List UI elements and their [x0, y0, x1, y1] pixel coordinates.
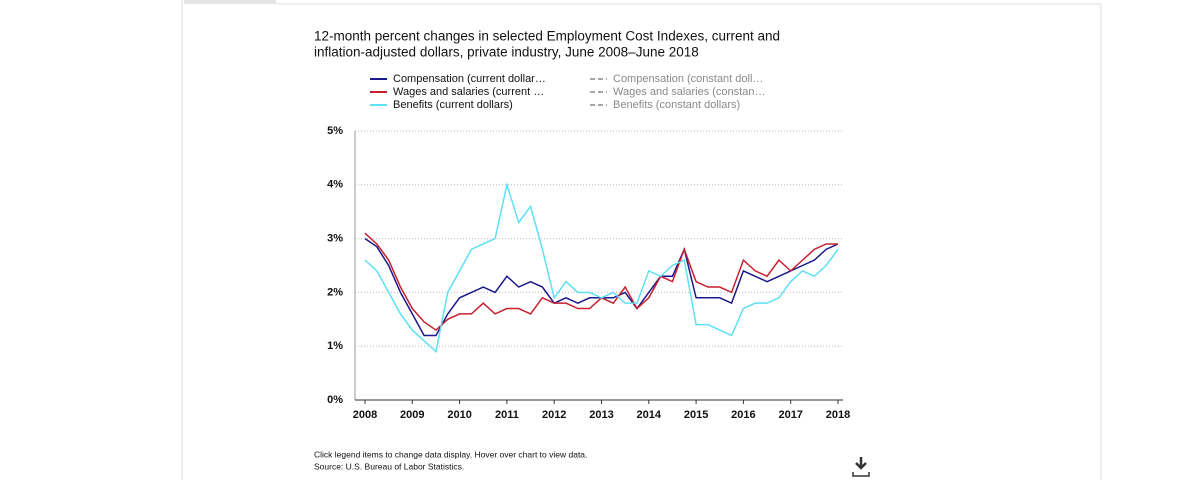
- y-tick-label: 4%: [327, 179, 343, 191]
- x-tick-label: 2008: [353, 409, 377, 421]
- tab: [184, 0, 276, 4]
- download-icon[interactable]: [852, 457, 870, 477]
- y-tick-label: 2%: [327, 286, 343, 298]
- x-tick-label: 2011: [495, 409, 519, 421]
- legend-label[interactable]: Compensation (current dollar…: [393, 73, 546, 85]
- legend-label[interactable]: Benefits (current dollars): [393, 99, 513, 111]
- chart-title: inflation-adjusted dollars, private indu…: [314, 45, 699, 60]
- x-tick-label: 2015: [684, 409, 708, 421]
- x-tick-label: 2013: [589, 409, 613, 421]
- note: Source: U.S. Bureau of Labor Statistics.: [314, 461, 464, 471]
- download-tray[interactable]: [852, 472, 870, 477]
- x-tick-label: 2010: [447, 409, 471, 421]
- y-tick-label: 3%: [327, 233, 343, 245]
- note: Click legend items to change data displa…: [314, 449, 587, 459]
- legend-label[interactable]: Compensation (constant doll…: [613, 73, 763, 85]
- x-tick-label: 2014: [637, 409, 662, 421]
- series-line: [364, 181, 839, 354]
- x-tick-label: 2017: [778, 409, 802, 421]
- y-tick-label: 1%: [327, 340, 343, 352]
- x-tick-label: 2018: [826, 409, 850, 421]
- x-tick-label: 2012: [542, 409, 566, 421]
- download-arrow[interactable]: [855, 457, 867, 470]
- legend-label[interactable]: Benefits (constant dollars): [613, 99, 740, 111]
- x-tick-label: 2009: [400, 409, 424, 421]
- x-tick-label: 2016: [731, 409, 755, 421]
- legend-label[interactable]: Wages and salaries (constan…: [613, 86, 765, 98]
- y-tick-label: 0%: [327, 394, 343, 406]
- y-tick-label: 5%: [327, 125, 343, 137]
- chart-title: 12-month percent changes in selected Emp…: [314, 29, 780, 44]
- legend-label[interactable]: Wages and salaries (current …: [393, 86, 544, 98]
- series-line: [364, 237, 839, 337]
